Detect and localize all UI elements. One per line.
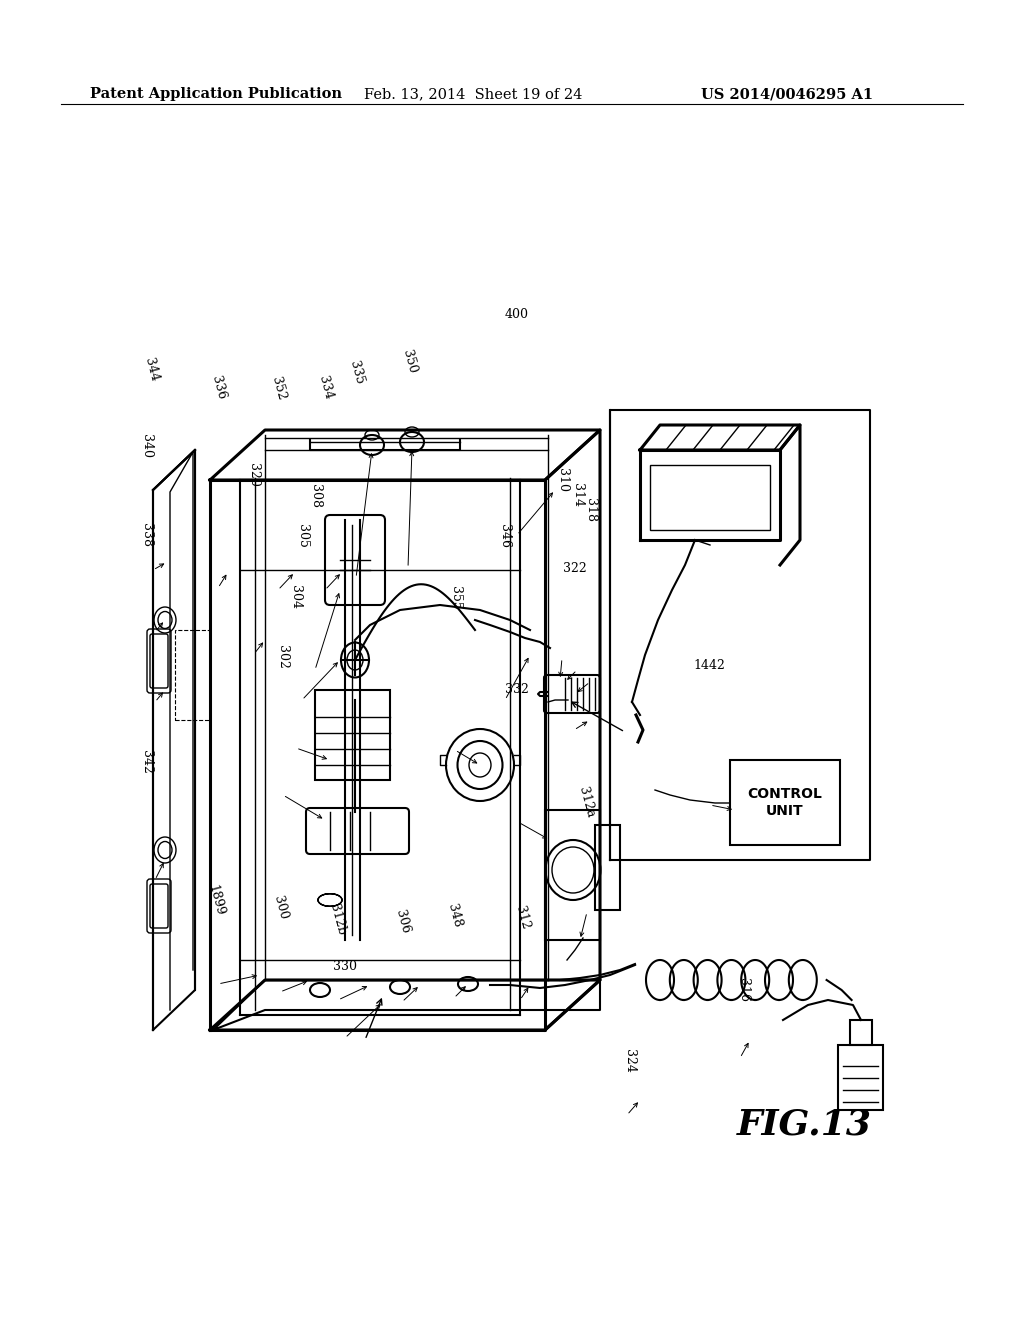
Bar [838,1045,883,1110]
Text: 350: 350 [400,348,419,375]
Text: 400: 400 [505,308,529,321]
Text: US 2014/0046295 A1: US 2014/0046295 A1 [701,87,873,102]
Text: 342: 342 [140,750,153,774]
Text: 332: 332 [505,682,529,696]
Text: 316: 316 [737,978,750,1002]
Text: 1442: 1442 [693,659,726,672]
Text: 352: 352 [269,375,288,401]
Text: 322: 322 [562,562,587,576]
Text: 308: 308 [309,484,322,508]
Text: 355: 355 [450,586,462,610]
Text: 338: 338 [140,523,153,546]
Text: 318: 318 [585,498,597,521]
Text: 312a: 312a [577,785,597,820]
Text: 304: 304 [290,585,302,609]
Text: 312b: 312b [328,903,348,937]
Text: 330: 330 [333,960,357,973]
Text: 324: 324 [624,1049,636,1073]
Text: 348: 348 [445,903,464,929]
Bar [545,810,600,940]
Text: 305: 305 [296,524,308,548]
Text: 1899: 1899 [206,883,226,917]
Bar [595,825,620,909]
Text: 334: 334 [316,375,335,401]
Text: FIG.13: FIG.13 [737,1107,872,1142]
Text: 344: 344 [142,356,161,383]
Text: 340: 340 [140,434,153,458]
Bar [850,1020,872,1045]
Text: 335: 335 [347,359,366,385]
Text: 300: 300 [271,895,290,921]
Bar [175,630,210,719]
Bar [650,465,770,531]
Text: 302: 302 [276,645,289,669]
Bar [315,690,390,780]
Text: Patent Application Publication: Patent Application Publication [90,87,342,102]
Text: 306: 306 [393,908,412,935]
Text: 320: 320 [248,463,260,487]
Text: CONTROL
UNIT: CONTROL UNIT [748,788,822,817]
Text: 336: 336 [209,375,227,401]
Text: 312: 312 [513,904,531,931]
Text: Feb. 13, 2014  Sheet 19 of 24: Feb. 13, 2014 Sheet 19 of 24 [364,87,582,102]
Bar [730,760,840,845]
Text: 310: 310 [556,469,568,492]
Text: 314: 314 [571,483,584,507]
Text: 346: 346 [499,524,511,548]
